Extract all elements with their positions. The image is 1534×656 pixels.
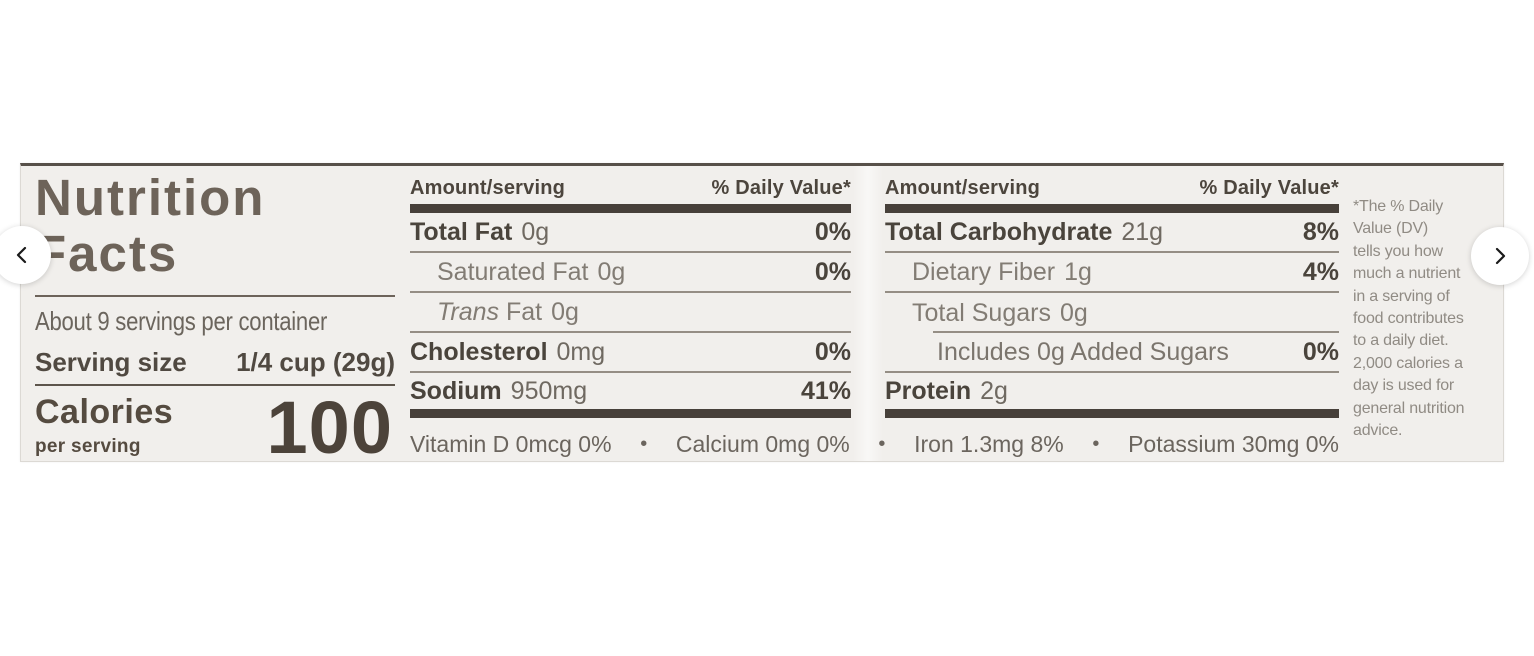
daily-value-percent: 0% [1302,337,1339,366]
nutrient-row: Total Fat 0g 0% [410,213,851,253]
nutrient-row: Total Sugars 0g [885,293,1339,333]
serving-size-value: 1/4 cup (29g) [236,347,395,377]
serving-size-label: Serving size [35,347,187,377]
daily-value-percent: 0% [814,217,851,246]
nutrient-row: Sodium 950mg 41% [410,373,851,409]
daily-value-percent: 41% [800,376,851,405]
nutrient-name: Saturated Fat [437,257,589,286]
daily-value-header: % Daily Value* [711,177,851,199]
divider [35,384,395,386]
micronutrient-item: Calcium 0mg 0% [675,430,850,457]
calories-value: 100 [266,386,393,469]
column-header: Amount/serving % Daily Value* [410,177,851,204]
serving-size-row: Serving size 1/4 cup (29g) [35,347,395,378]
amount-serving-header: Amount/serving [410,177,566,199]
nutrient-name: Includes 0g Added Sugars [937,337,1229,366]
bullet-separator: • [878,432,886,455]
nutrient-name: Sodium [410,376,502,405]
divider-bar [885,204,1339,213]
nutrient-name: Total Fat [410,217,513,246]
nutrient-row: Trans Fat 0g [410,293,851,333]
label-left-section: Nutrition Facts About 9 servings per con… [35,166,395,469]
footnote: *The % Daily Value (DV) tells you how mu… [1353,198,1465,440]
nutrient-name: Trans Fat [437,297,543,326]
nutrient-amount: 21g [1121,217,1164,246]
column-header: Amount/serving % Daily Value* [885,177,1339,204]
divider-bar [410,409,851,418]
divider-bar [410,204,851,213]
nutrient-name: Dietary Fiber [912,257,1056,286]
chevron-left-icon [11,244,33,266]
prev-button[interactable] [0,226,51,284]
nutrient-amount: 0g [597,257,626,286]
nutrient-row: Dietary Fiber 1g 4% [885,253,1339,293]
paper-sheen [853,166,883,461]
divider [35,295,395,297]
nutrient-column-1: Amount/serving % Daily Value* Total Fat 0… [410,177,851,418]
daily-value-header: % Daily Value* [1199,177,1339,199]
daily-value-percent: 0% [814,257,851,286]
calories-sublabel: per serving [35,436,141,457]
nutrient-name: Protein [885,376,972,405]
calories-label: Calories [35,393,174,431]
micronutrient-item: Potassium 30mg 0% [1128,430,1339,457]
nutrient-amount: 0g [551,297,579,326]
nutrient-row: Saturated Fat 0g 0% [410,253,851,293]
nutrient-column-2: Amount/serving % Daily Value* Total Carb… [885,177,1339,418]
calories-block: Calories per serving [35,393,173,458]
nutrient-row: Includes 0g Added Sugars 0% [885,333,1339,373]
label-title-line2: Facts [35,225,179,282]
nutrient-row: Protein 2g [885,373,1339,409]
bullet-separator: • [640,432,648,455]
divider-bar [885,409,1339,418]
nutrient-row: Total Carbohydrate 21g 8% [885,213,1339,253]
nutrition-facts-label: Nutrition Facts About 9 servings per con… [20,163,1504,469]
nutrient-amount: 1g [1064,257,1092,286]
servings-per-container: About 9 servings per container [35,306,328,336]
label-title: Nutrition Facts [35,170,265,282]
nutrient-name: Total Carbohydrate [885,217,1113,246]
bullet-separator: • [1092,432,1100,455]
daily-value-percent: 4% [1302,257,1339,286]
nutrient-amount: 0mg [556,337,606,366]
micronutrient-item: Iron 1.3mg 8% [914,430,1064,457]
label-title-line1: Nutrition [35,169,266,226]
nutrient-rows: Total Carbohydrate 21g 8% Dietary Fiber 1g 4%… [885,213,1339,418]
micronutrients-line: Vitamin D 0mcg 0% • Calcium 0mg 0% • Iron 1.… [410,428,1339,460]
nutrient-row: Cholesterol 0mg 0% [410,333,851,373]
nutrient-amount: 0g [521,217,550,246]
amount-serving-header: Amount/serving [885,177,1041,199]
nutrient-amount: 2g [980,376,1008,405]
chevron-right-icon [1489,245,1511,267]
nutrient-amount: 950mg [510,376,588,405]
nutrient-rows: Total Fat 0g 0% Saturated Fat 0g 0% Trans Fat 0… [410,213,851,418]
next-button[interactable] [1471,227,1529,285]
nutrient-name: Cholesterol [410,337,548,366]
nutrient-name: Total Sugars [912,298,1051,327]
daily-value-percent: 8% [1302,217,1339,246]
micronutrient-item: Vitamin D 0mcg 0% [410,430,612,457]
daily-value-percent: 0% [814,337,851,366]
nutrient-amount: 0g [1059,298,1088,327]
